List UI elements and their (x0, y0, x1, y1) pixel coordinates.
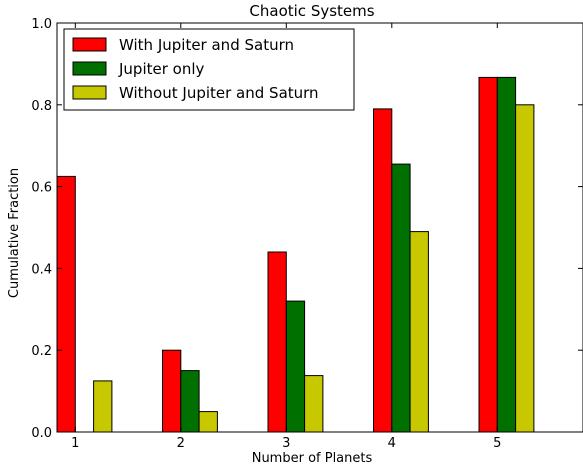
bar-with-jupiter-and-saturn-5 (478, 76, 498, 433)
bar-without-jupiter-and-saturn-2 (198, 411, 218, 433)
legend-swatch (72, 37, 107, 52)
chart-title: Chaotic Systems (249, 2, 374, 20)
legend-swatch (72, 85, 107, 100)
bar-with-jupiter-and-saturn-4 (373, 108, 393, 433)
plot-area-frame (56, 22, 583, 433)
bar-with-jupiter-and-saturn-2 (162, 349, 182, 433)
y-axis-label: Cumulative Fraction (7, 168, 22, 298)
x-tick-label: 4 (388, 436, 396, 451)
bar-without-jupiter-and-saturn-5 (515, 104, 535, 433)
bar-jupiter-only-5 (496, 76, 517, 433)
x-tick-label: 1 (71, 436, 79, 451)
bar-with-jupiter-and-saturn-3 (267, 251, 287, 433)
legend-label: Jupiter only (118, 60, 205, 78)
bars-group (56, 76, 535, 433)
legend-label: With Jupiter and Saturn (119, 36, 294, 54)
legend-label: Without Jupiter and Saturn (119, 84, 319, 102)
bar-without-jupiter-and-saturn-3 (304, 375, 324, 433)
x-tick-label: 2 (177, 436, 185, 451)
y-tick-label: 0.0 (31, 426, 52, 441)
y-axis-ticks: 0.0 0.2 0.4 0.6 0.8 1.0 (31, 17, 583, 441)
y-tick-label: 0.4 (31, 262, 52, 277)
bar-with-jupiter-and-saturn-1 (56, 175, 76, 433)
y-tick-label: 1.0 (31, 17, 52, 32)
x-axis-label: Number of Planets (252, 451, 373, 465)
bar-without-jupiter-and-saturn-4 (409, 231, 429, 433)
x-axis-ticks: 1 2 3 4 5 (71, 23, 501, 451)
legend: With Jupiter and Saturn Jupiter only Witho… (63, 28, 355, 111)
y-tick-label: 0.8 (31, 99, 52, 114)
bar-jupiter-only-3 (285, 300, 306, 433)
x-tick-label: 3 (282, 436, 290, 451)
y-tick-label: 0.6 (31, 181, 52, 196)
x-tick-label: 5 (493, 436, 501, 451)
legend-swatch (72, 61, 107, 76)
bar-jupiter-only-4 (391, 163, 411, 433)
bar-jupiter-only-2 (180, 370, 200, 433)
y-tick-label: 0.2 (31, 344, 52, 359)
bar-without-jupiter-and-saturn-1 (93, 380, 113, 433)
legend-frame (63, 28, 355, 111)
